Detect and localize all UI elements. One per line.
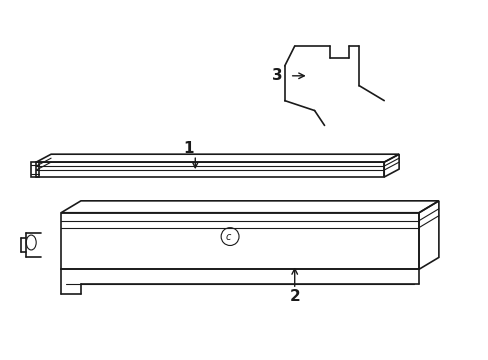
Text: c: c [225,231,230,242]
Text: 1: 1 [183,141,193,156]
Text: 3: 3 [272,68,283,83]
Text: 2: 2 [289,289,300,303]
